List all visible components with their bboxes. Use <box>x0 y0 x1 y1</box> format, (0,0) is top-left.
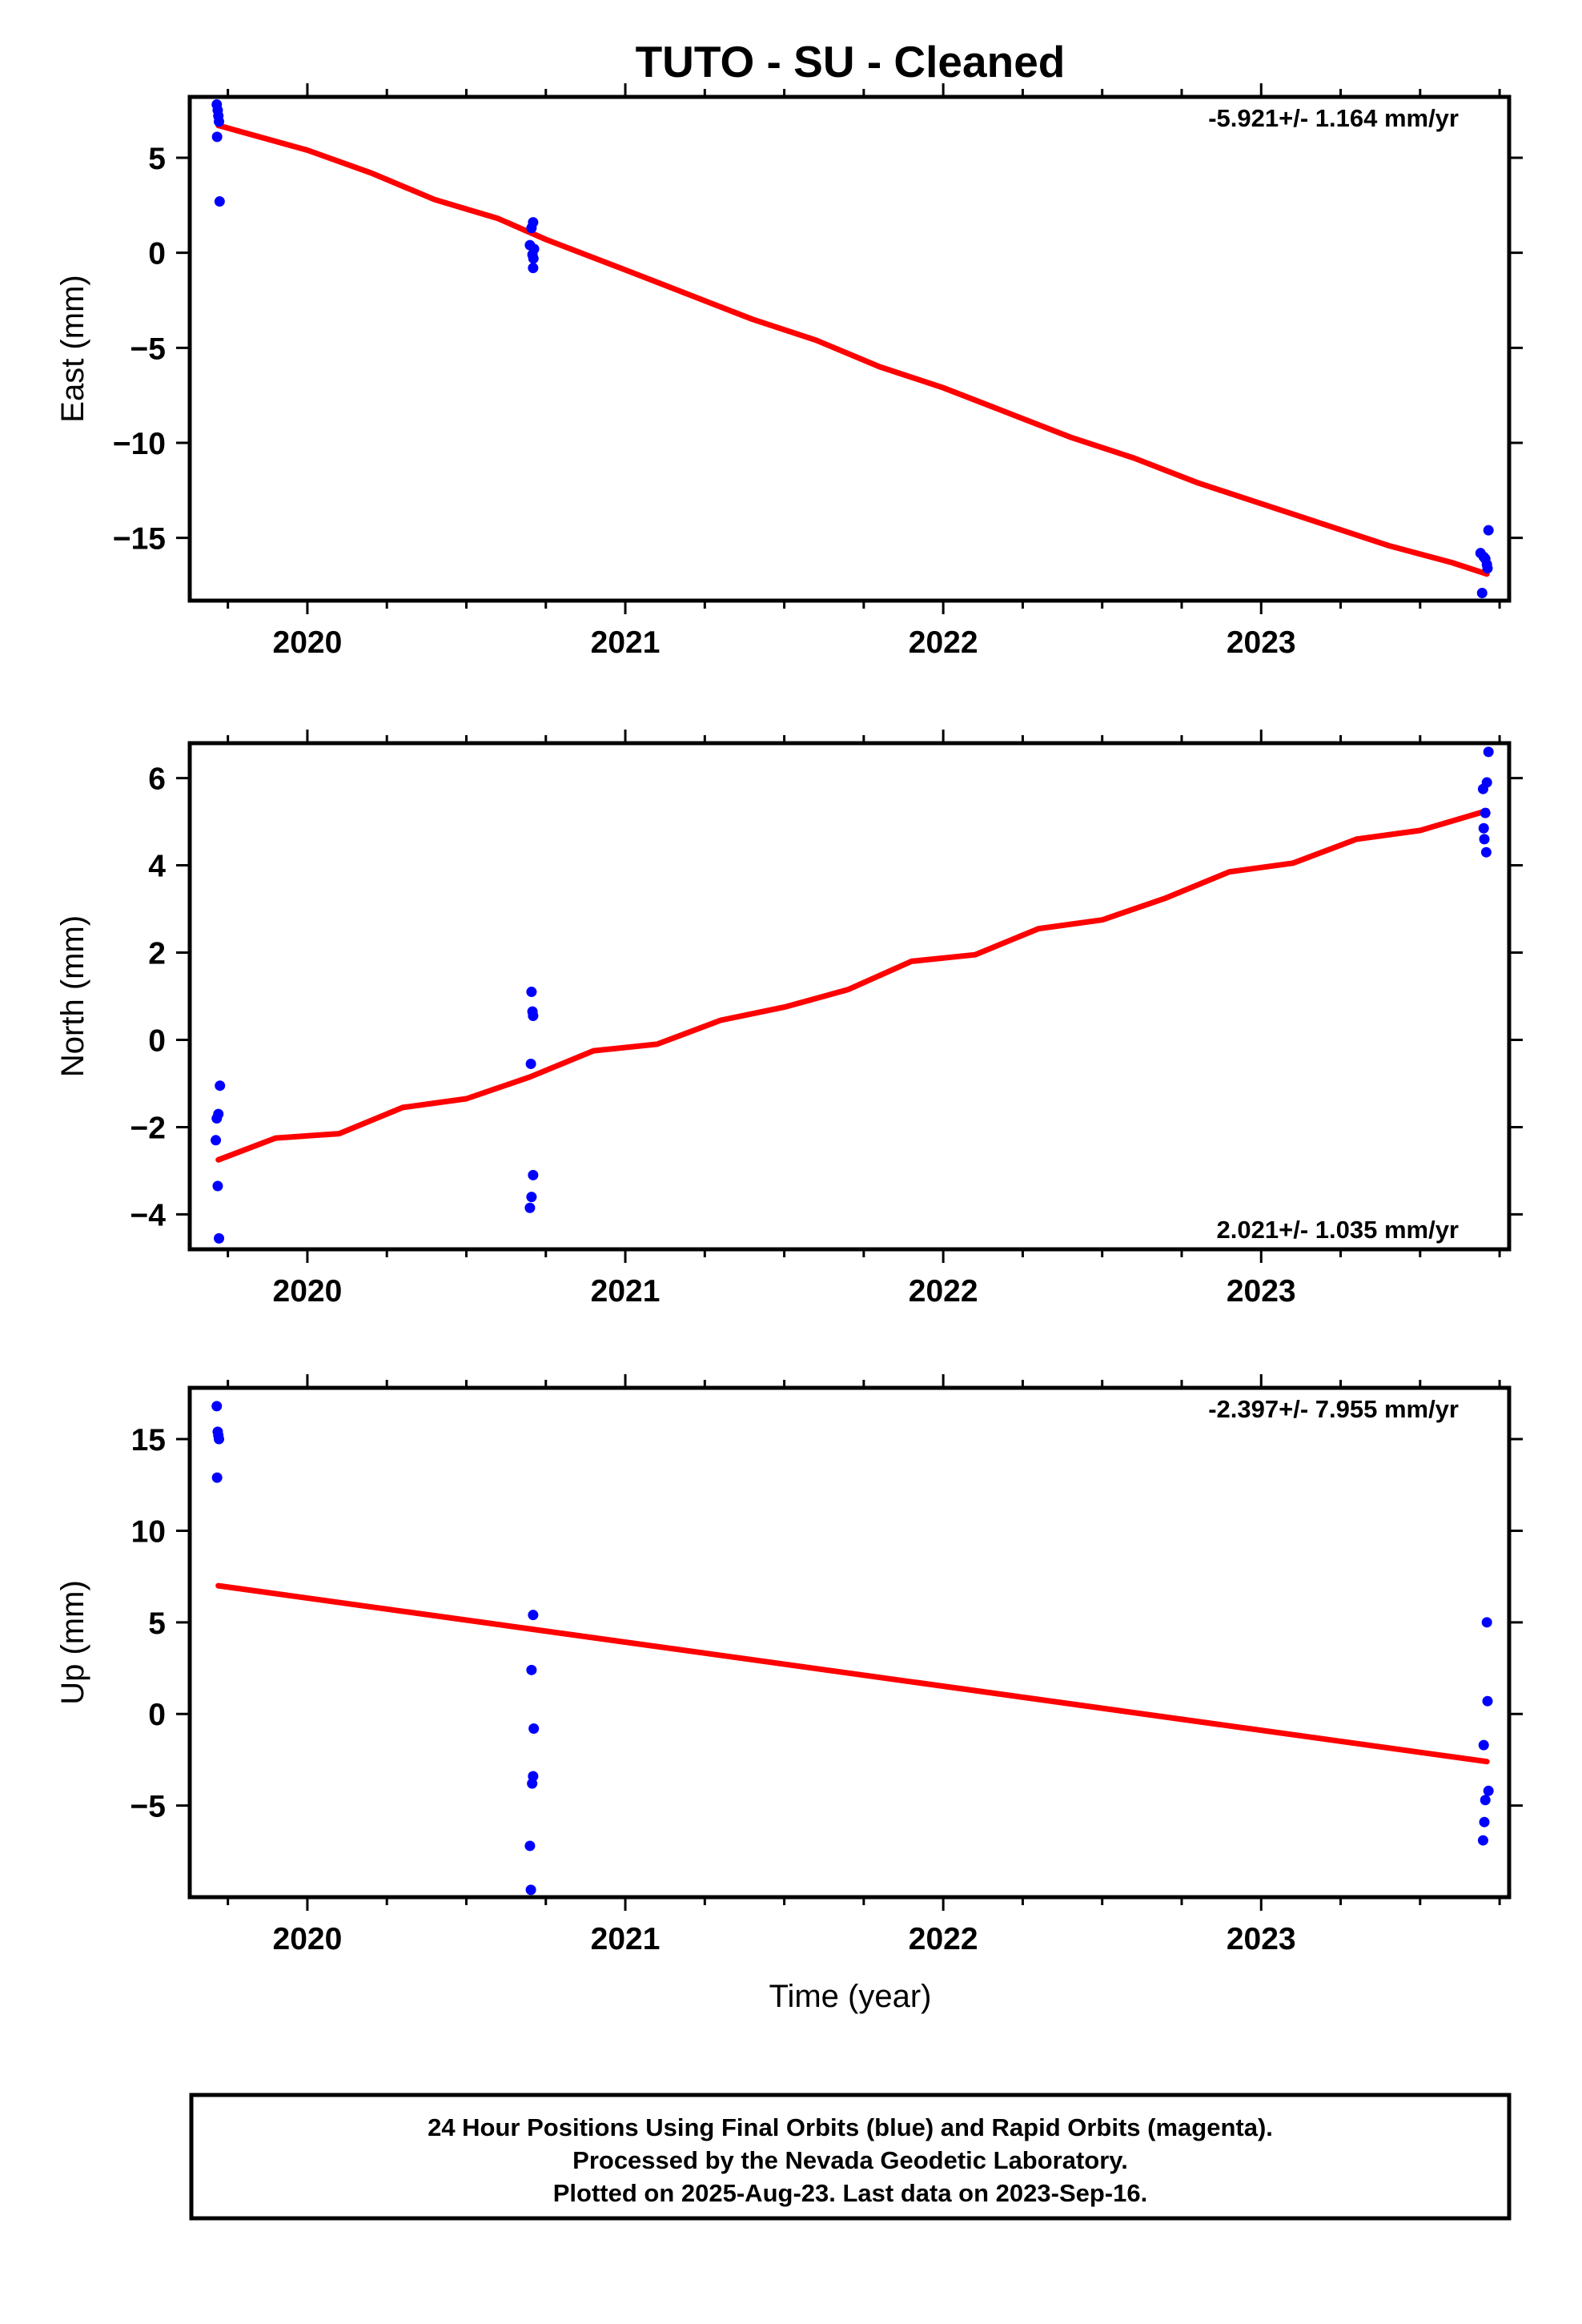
data-point <box>1477 1835 1488 1846</box>
plot-area <box>211 1401 1494 1896</box>
footer-line-2: Processed by the Nevada Geodetic Laborat… <box>572 2146 1128 2174</box>
data-point <box>528 1169 539 1180</box>
y-tick-label: −2 <box>130 1111 166 1145</box>
x-tick-label: 2021 <box>591 1274 661 1309</box>
data-point <box>1482 1695 1493 1707</box>
data-point <box>1479 834 1490 845</box>
x-tick-label: 2022 <box>909 625 978 660</box>
data-point <box>214 1433 225 1445</box>
footer-line-1: 24 Hour Positions Using Final Orbits (bl… <box>428 2113 1273 2141</box>
trend-line <box>215 807 1490 1163</box>
x-tick-label: 2020 <box>273 1922 343 1956</box>
x-axis-label: Time (year) <box>769 1979 932 2014</box>
data-point <box>528 253 539 264</box>
y-tick-label: −15 <box>113 522 166 557</box>
data-point <box>1481 1617 1492 1628</box>
data-point <box>525 1058 536 1069</box>
rate-label: 2.021+/- 1.035 mm/yr <box>1217 1216 1459 1244</box>
data-point <box>211 1113 223 1124</box>
y-tick-label: 2 <box>148 937 166 971</box>
y-tick-label: 5 <box>148 142 166 176</box>
data-point <box>524 1840 536 1852</box>
data-point <box>211 1135 222 1146</box>
y-tick-label: 0 <box>148 237 166 271</box>
data-point <box>525 1884 536 1896</box>
x-tick-label: 2021 <box>591 625 661 660</box>
data-point <box>1476 588 1488 599</box>
data-point <box>524 1202 536 1213</box>
data-point <box>526 987 537 998</box>
data-point <box>214 116 225 127</box>
data-point <box>528 1610 539 1621</box>
x-tick-label: 2023 <box>1227 1274 1296 1309</box>
data-point <box>526 1192 537 1203</box>
data-point <box>1483 525 1494 536</box>
y-tick-label: 5 <box>148 1606 166 1641</box>
y-axis-label: Up (mm) <box>55 1580 90 1705</box>
data-point <box>1478 1739 1489 1751</box>
x-tick-label: 2022 <box>909 1274 978 1309</box>
y-tick-label: −5 <box>130 332 166 366</box>
data-point <box>211 131 223 143</box>
data-point <box>1483 746 1494 758</box>
data-point <box>528 1723 540 1735</box>
panel-up: 2020 2021 2022 2023 −5 0 5 10 15 Up (mm) -2.397+/-… <box>55 1374 1523 1956</box>
trend-line <box>215 1582 1490 1765</box>
rate-label: -2.397+/- 7.955 mm/yr <box>1208 1395 1459 1423</box>
y-tick-label: 10 <box>131 1514 166 1549</box>
x-tick-label: 2020 <box>273 625 343 660</box>
x-tick-label: 2022 <box>909 1922 978 1956</box>
data-point <box>527 1778 538 1789</box>
data-point <box>528 1011 539 1022</box>
y-tick-label: −5 <box>130 1790 166 1824</box>
y-tick-label: 15 <box>131 1423 166 1458</box>
footer-line-3: Plotted on 2025-Aug-23. Last data on 202… <box>553 2179 1147 2207</box>
data-point <box>526 223 537 234</box>
data-point <box>1480 846 1492 858</box>
y-tick-label: 6 <box>148 762 166 797</box>
y-axis-label: East (mm) <box>55 275 90 422</box>
data-point <box>1478 822 1489 834</box>
y-tick-label: −4 <box>130 1198 167 1232</box>
x-tick-label: 2023 <box>1227 625 1296 660</box>
data-point <box>214 1232 225 1244</box>
plot-frame <box>187 741 1512 1252</box>
data-point <box>1480 1795 1491 1806</box>
data-point <box>526 1664 537 1675</box>
data-point <box>212 1180 223 1192</box>
plot-area <box>211 746 1494 1244</box>
x-tick-label: 2020 <box>273 1274 343 1309</box>
data-point <box>1483 1785 1494 1796</box>
y-tick-label: 4 <box>148 850 166 884</box>
panel-north: 2020 2021 2022 2023 −4 −2 0 2 4 6 North (mm) 2.021+… <box>55 730 1523 1309</box>
y-tick-label: 0 <box>148 1023 166 1058</box>
plot-frame <box>187 94 1512 603</box>
trend-line <box>215 123 1490 577</box>
y-tick-label: −10 <box>113 427 166 461</box>
data-point <box>1477 783 1488 794</box>
plot-frame <box>187 1385 1512 1900</box>
x-tick-label: 2023 <box>1227 1922 1296 1956</box>
y-tick-label: 0 <box>148 1698 166 1732</box>
rate-label: -5.921+/- 1.164 mm/yr <box>1208 104 1459 132</box>
data-point <box>528 263 539 274</box>
data-point <box>214 196 225 207</box>
data-point <box>211 1472 223 1483</box>
footer-box: 24 Hour Positions Using Final Orbits (bl… <box>189 2093 1512 2221</box>
y-axis-label: North (mm) <box>55 915 90 1077</box>
data-point <box>215 1080 226 1092</box>
data-point <box>211 1401 223 1412</box>
data-point <box>1482 563 1493 574</box>
data-point <box>1479 1816 1490 1827</box>
chart-title: TUTO - SU - Cleaned <box>636 37 1066 86</box>
panel-east: 2020 2021 2022 2023 −15 −10 −5 0 5 East (mm) -5.92… <box>55 83 1523 660</box>
x-tick-label: 2021 <box>591 1922 661 1956</box>
plot-area <box>211 99 1494 599</box>
data-point <box>1480 807 1491 818</box>
